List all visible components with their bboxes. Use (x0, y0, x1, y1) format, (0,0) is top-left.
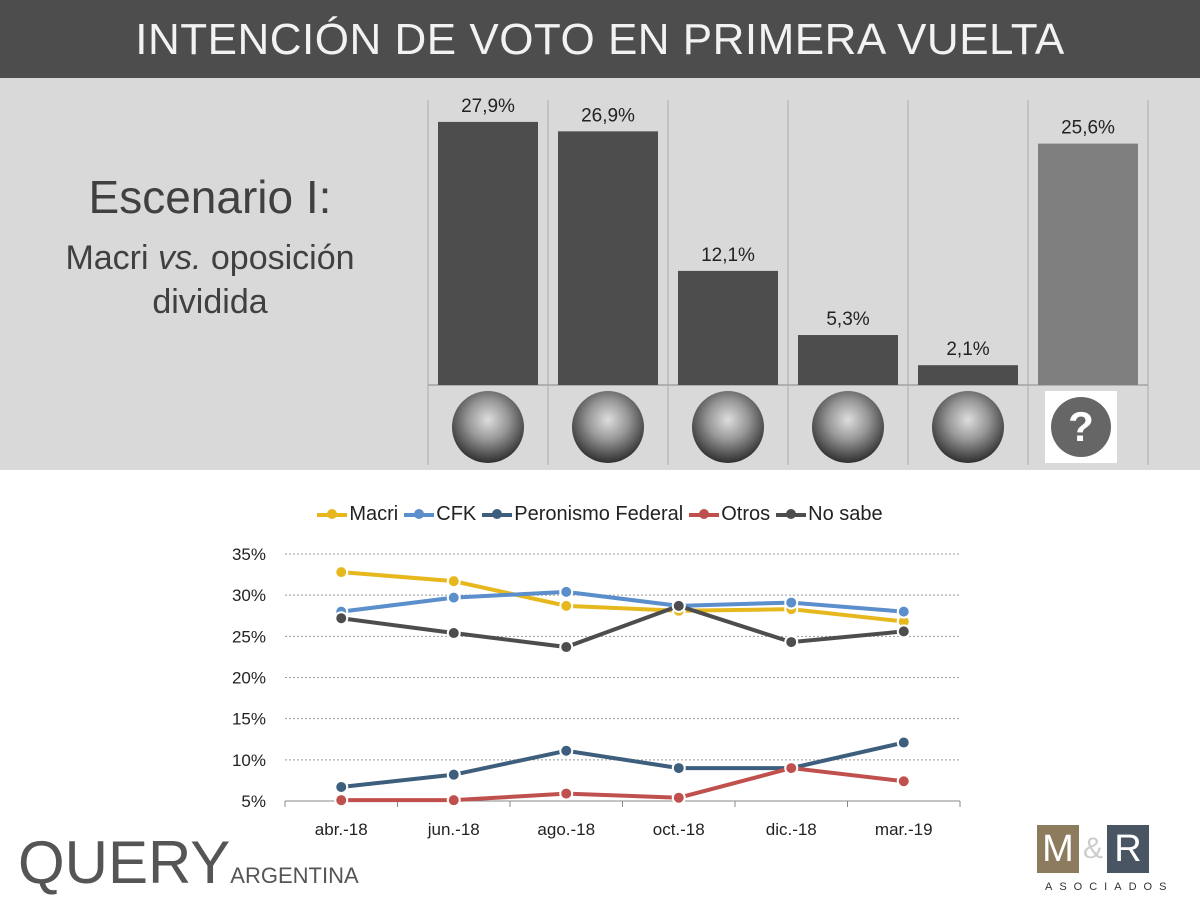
bar (678, 270, 778, 385)
scenario-title: Escenario I: Macri vs. oposición dividida (0, 170, 420, 324)
data-point (784, 595, 799, 610)
data-point (334, 611, 349, 626)
candidate-photo-cfk (452, 391, 524, 463)
data-point (446, 590, 461, 605)
bar-label: 5,3% (826, 309, 869, 330)
scenario-subtitle: Macri vs. oposición dividida (65, 239, 355, 321)
mr-asociados-logo: M & R ASOCIADOS (1037, 825, 1173, 893)
candidate-photo-grabois (812, 391, 884, 463)
y-tick-label: 30% (232, 586, 266, 605)
data-point (784, 635, 799, 650)
series-line-macri (341, 570, 904, 624)
y-tick-label: 5% (241, 792, 266, 811)
x-tick-label: ago.-18 (537, 820, 595, 839)
legend-item: CFK (404, 503, 476, 526)
legend-label: No sabe (808, 503, 883, 525)
bar-label: 2,1% (946, 339, 989, 360)
bar-label: 25,6% (1061, 118, 1115, 139)
bar (558, 131, 658, 385)
legend-label: Macri (349, 503, 399, 525)
data-point (446, 767, 461, 782)
y-tick-label: 10% (232, 751, 266, 770)
data-point (671, 790, 686, 805)
data-point (334, 780, 349, 795)
data-point (896, 735, 911, 750)
legend-swatch (482, 508, 513, 519)
legend-swatch (404, 508, 435, 519)
data-point (671, 761, 686, 776)
data-point (559, 584, 574, 599)
series-line-otros (341, 766, 904, 803)
x-tick-label: oct.-18 (653, 820, 705, 839)
x-tick-label: abr.-18 (315, 820, 368, 839)
y-tick-label: 35% (232, 545, 266, 564)
bar (1038, 143, 1138, 385)
data-point (446, 574, 461, 589)
data-point (559, 598, 574, 613)
data-point (334, 793, 349, 808)
series-line-no-sabe (340, 603, 904, 650)
series-line-peronismo-federal (341, 740, 905, 789)
bar (798, 335, 898, 385)
candidate-photo-macri (572, 391, 644, 463)
x-tick-label: mar.-19 (875, 820, 933, 839)
x-tick-label: jun.-18 (427, 820, 480, 839)
data-point (896, 624, 911, 639)
data-point (559, 786, 574, 801)
legend-item: Macri (317, 503, 398, 526)
data-point (671, 598, 686, 613)
y-tick-label: 25% (232, 627, 266, 646)
series-line-cfk (341, 589, 904, 614)
legend-item: Otros (689, 503, 770, 526)
scenario-heading: Escenario I: (88, 171, 332, 223)
line-chart: 35% 30% 25% 20% 15% 10% 5% abr.-18 jun.-18 ago.-1… (232, 545, 961, 839)
legend-label: Peronismo Federal (514, 503, 684, 525)
legend-swatch (317, 508, 348, 519)
data-point (446, 793, 461, 808)
data-point (559, 743, 574, 758)
data-point (896, 774, 911, 789)
candidate-photo-lavagna (692, 391, 764, 463)
bar-label: 26,9% (581, 105, 635, 126)
legend-swatch (689, 508, 720, 519)
bar (438, 121, 538, 385)
query-argentina-logo: QUERYARGENTINA (18, 829, 359, 896)
legend-label: CFK (436, 503, 477, 525)
data-point (334, 565, 349, 580)
question-mark-icon: ? (1045, 391, 1117, 463)
legend-label: Otros (721, 503, 771, 525)
legend-swatch (776, 508, 807, 519)
bar-label: 27,9% (461, 96, 515, 117)
bar (918, 365, 1018, 385)
data-point (896, 604, 911, 619)
page-title: INTENCIÓN DE VOTO EN PRIMERA VUELTA (0, 0, 1200, 78)
legend-item: No sabe (776, 503, 883, 526)
data-point (559, 640, 574, 655)
data-point (784, 761, 799, 776)
y-tick-label: 15% (232, 710, 266, 729)
x-tick-label: dic.-18 (766, 820, 817, 839)
legend-item: Peronismo Federal (482, 503, 683, 526)
candidate-photo-urtubey (932, 391, 1004, 463)
bar-label: 12,1% (701, 245, 755, 266)
data-point (446, 626, 461, 641)
y-tick-label: 20% (232, 669, 266, 688)
bar-chart: 27,9% 26,9% 12,1% 5,3% 2,1% 25,6% (427, 96, 1149, 465)
line-chart-legend: Macri CFK Peronismo Federal Otros No sabe (0, 503, 1200, 526)
